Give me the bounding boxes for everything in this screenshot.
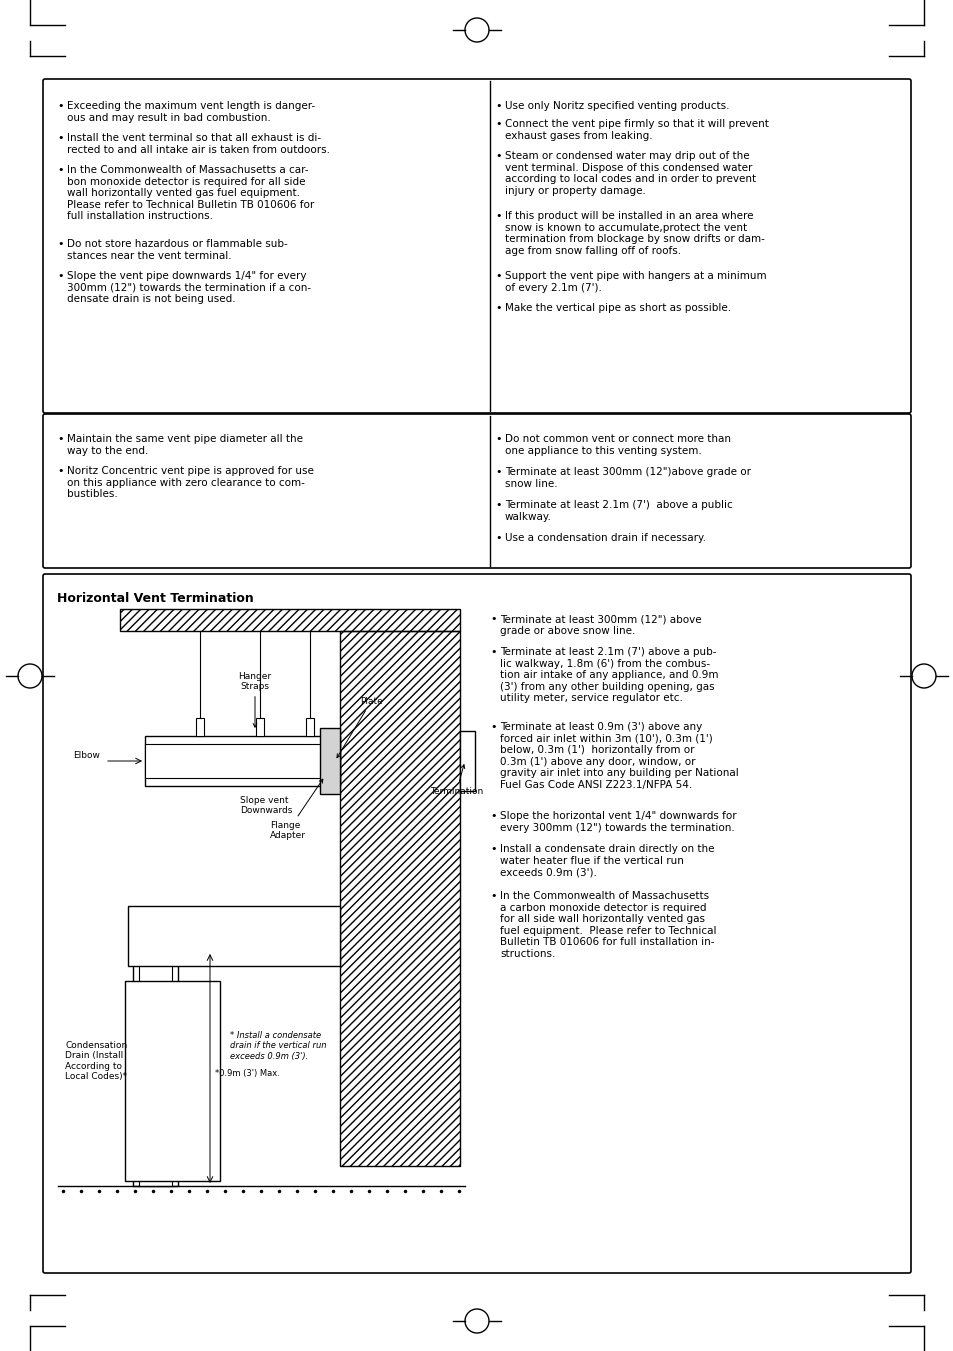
Text: •: • bbox=[495, 119, 501, 128]
Text: •: • bbox=[57, 165, 64, 176]
FancyBboxPatch shape bbox=[43, 413, 910, 567]
Text: •: • bbox=[495, 211, 501, 222]
Text: •: • bbox=[57, 132, 64, 143]
Text: In the Commonwealth of Massachusetts
a carbon monoxide detector is required
for : In the Commonwealth of Massachusetts a c… bbox=[499, 892, 716, 959]
Text: •: • bbox=[490, 721, 496, 732]
Text: Slope vent
Downwards: Slope vent Downwards bbox=[240, 796, 292, 816]
Text: Terminate at least 300mm (12")above grade or
snow line.: Terminate at least 300mm (12")above grad… bbox=[504, 467, 750, 489]
Text: * Install a condensate
drain if the vertical run
exceeds 0.9m (3').: * Install a condensate drain if the vert… bbox=[230, 1031, 326, 1061]
Text: Exceeding the maximum vent length is danger-
ous and may result in bad combustio: Exceeding the maximum vent length is dan… bbox=[67, 101, 314, 123]
Text: If this product will be installed in an area where
snow is known to accumulate,p: If this product will be installed in an … bbox=[504, 211, 764, 255]
Text: Terminate at least 300mm (12") above
grade or above snow line.: Terminate at least 300mm (12") above gra… bbox=[499, 613, 700, 635]
Bar bbox=[145, 744, 339, 778]
Text: Horizontal Vent Termination: Horizontal Vent Termination bbox=[57, 592, 253, 605]
Text: Terminate at least 2.1m (7')  above a public
walkway.: Terminate at least 2.1m (7') above a pub… bbox=[504, 500, 732, 521]
Bar bbox=[339, 631, 459, 1166]
Text: Make the vertical pipe as short as possible.: Make the vertical pipe as short as possi… bbox=[504, 303, 730, 313]
Text: Slope the horizontal vent 1/4" downwards for
every 300mm (12") towards the termi: Slope the horizontal vent 1/4" downwards… bbox=[499, 811, 736, 832]
Text: Use a condensation drain if necessary.: Use a condensation drain if necessary. bbox=[504, 534, 705, 543]
Text: Connect the vent pipe firmly so that it will prevent
exhaust gases from leaking.: Connect the vent pipe firmly so that it … bbox=[504, 119, 768, 141]
Text: •: • bbox=[57, 272, 64, 281]
Bar bbox=[125, 981, 220, 1181]
Bar bbox=[139, 961, 172, 1186]
Text: •: • bbox=[495, 101, 501, 111]
Bar bbox=[459, 731, 475, 790]
Text: •: • bbox=[57, 434, 64, 444]
Text: •: • bbox=[490, 613, 496, 624]
Text: •: • bbox=[495, 534, 501, 543]
Bar bbox=[319, 728, 339, 794]
Text: •: • bbox=[495, 467, 501, 477]
Bar bbox=[255, 717, 264, 736]
Text: •: • bbox=[490, 647, 496, 657]
Text: Install the vent terminal so that all exhaust is di-
rected to and all intake ai: Install the vent terminal so that all ex… bbox=[67, 132, 330, 154]
Text: Use only Noritz specified venting products.: Use only Noritz specified venting produc… bbox=[504, 101, 729, 111]
Text: Noritz Concentric vent pipe is approved for use
on this appliance with zero clea: Noritz Concentric vent pipe is approved … bbox=[67, 466, 314, 500]
Text: •: • bbox=[495, 303, 501, 313]
Text: •: • bbox=[57, 239, 64, 249]
Text: Terminate at least 0.9m (3') above any
forced air inlet within 3m (10'), 0.3m (1: Terminate at least 0.9m (3') above any f… bbox=[499, 721, 738, 790]
Text: Termination: Termination bbox=[430, 765, 483, 796]
FancyBboxPatch shape bbox=[43, 78, 910, 413]
Text: •: • bbox=[495, 434, 501, 444]
FancyBboxPatch shape bbox=[43, 574, 910, 1273]
Text: Support the vent pipe with hangers at a minimum
of every 2.1m (7').: Support the vent pipe with hangers at a … bbox=[504, 272, 766, 293]
Text: •: • bbox=[490, 844, 496, 854]
Bar bbox=[128, 907, 339, 966]
Text: •: • bbox=[57, 101, 64, 111]
Text: Steam or condensed water may drip out of the
vent terminal. Dispose of this cond: Steam or condensed water may drip out of… bbox=[504, 151, 756, 196]
Text: •: • bbox=[495, 272, 501, 281]
Text: In the Commonwealth of Massachusetts a car-
bon monoxide detector is required fo: In the Commonwealth of Massachusetts a c… bbox=[67, 165, 314, 222]
Text: Condensation
Drain (Install
According to
Local Codes)*: Condensation Drain (Install According to… bbox=[65, 1042, 127, 1081]
Text: Slope the vent pipe downwards 1/4" for every
300mm (12") towards the termination: Slope the vent pipe downwards 1/4" for e… bbox=[67, 272, 311, 304]
Text: *0.9m (3') Max.: *0.9m (3') Max. bbox=[214, 1069, 279, 1078]
Text: Hanger
Straps: Hanger Straps bbox=[238, 671, 272, 727]
Bar bbox=[120, 609, 459, 631]
Text: Flange
Adapter: Flange Adapter bbox=[270, 780, 322, 840]
Text: •: • bbox=[495, 151, 501, 161]
Text: Do not store hazardous or flammable sub-
stances near the vent terminal.: Do not store hazardous or flammable sub-… bbox=[67, 239, 288, 261]
Bar bbox=[145, 736, 339, 786]
Text: Install a condensate drain directly on the
water heater flue if the vertical run: Install a condensate drain directly on t… bbox=[499, 844, 714, 877]
Text: Maintain the same vent pipe diameter all the
way to the end.: Maintain the same vent pipe diameter all… bbox=[67, 434, 303, 455]
Text: Elbow: Elbow bbox=[73, 751, 100, 761]
Text: •: • bbox=[490, 892, 496, 901]
Bar bbox=[132, 961, 178, 1186]
Text: •: • bbox=[490, 811, 496, 821]
Text: Terminate at least 2.1m (7') above a pub-
lic walkway, 1.8m (6') from the combus: Terminate at least 2.1m (7') above a pub… bbox=[499, 647, 718, 704]
Text: Do not common vent or connect more than
one appliance to this venting system.: Do not common vent or connect more than … bbox=[504, 434, 730, 455]
Text: Plate: Plate bbox=[336, 697, 382, 758]
Text: •: • bbox=[495, 500, 501, 509]
Text: •: • bbox=[57, 466, 64, 476]
Bar bbox=[195, 717, 204, 736]
Bar bbox=[306, 717, 314, 736]
